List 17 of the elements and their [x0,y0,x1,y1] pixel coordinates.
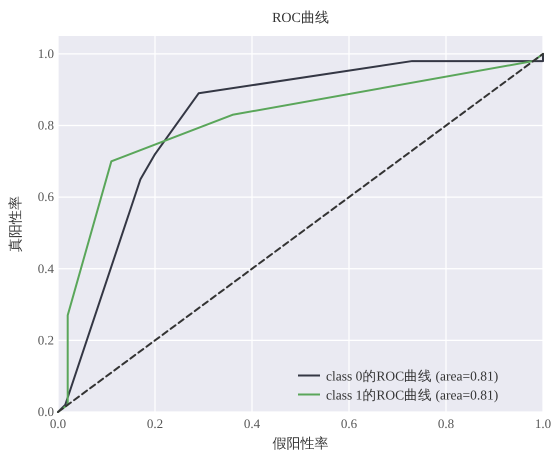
y-tick-label: 0.8 [38,118,54,133]
x-tick-label: 0.6 [340,416,358,431]
chart-title: ROC曲线 [272,10,329,26]
y-tick-label: 0.6 [38,189,54,204]
x-tick-label: 0.0 [50,416,66,431]
x-tick-label: 0.2 [146,416,164,431]
y-axis-title: 真阳性率 [8,196,24,252]
x-tick-label: 1.0 [534,416,552,431]
legend-label: class 0的ROC曲线 (area=0.81) [326,368,498,384]
x-tick-label: 0.8 [438,416,454,431]
y-tick-label: 1.0 [38,46,54,61]
x-tick-label: 0.4 [244,416,261,431]
y-tick-label: 0.2 [38,332,54,348]
legend-label: class 1的ROC曲线 (area=0.81) [326,388,498,402]
y-tick-label: 0.0 [38,404,54,419]
x-axis-title: 假阳性率 [272,436,328,452]
y-tick-label: 0.4 [38,260,54,276]
